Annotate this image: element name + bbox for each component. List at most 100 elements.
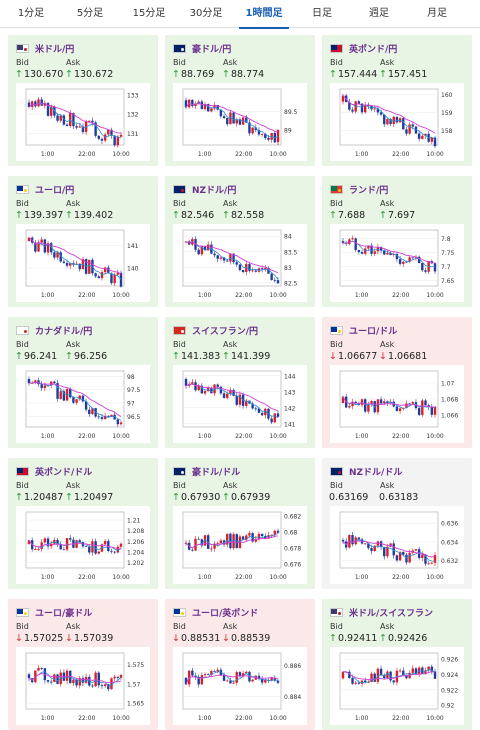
candlestick-chart[interactable]: 144 143 142 141 1:00 22:00 10:00 xyxy=(173,365,307,443)
currency-card[interactable]: NZドル/円 Bid Ask ↑82.546 ↑82.558 84 83.5 83 82.5 1:… xyxy=(165,176,315,307)
candlestick-chart[interactable]: 0.886 0.884 1:00 22:00 10:00 xyxy=(173,647,307,725)
arrow-down-icon: ↓ xyxy=(379,351,387,362)
pair-name[interactable]: ユーロ/円 xyxy=(35,185,75,196)
y-tick-label: 159 xyxy=(441,110,453,117)
candle-body xyxy=(248,533,251,536)
candle-body xyxy=(226,533,229,545)
tab-7[interactable]: 週足 xyxy=(369,8,389,19)
candlestick-chart[interactable]: 160 159 158 1:00 22:00 10:00 xyxy=(330,83,464,161)
candle-body xyxy=(433,406,437,415)
candlestick-chart[interactable]: 141 140 1:00 22:00 10:00 xyxy=(16,224,150,302)
pair-name[interactable]: カナダドル/円 xyxy=(35,326,93,337)
bid-label: Bid xyxy=(330,199,343,208)
bid-price: 7.688 xyxy=(337,210,366,221)
currency-card[interactable]: 米ドル/円 Bid Ask ↑130.670 ↑130.672 133 132 131 1:00… xyxy=(8,35,158,166)
candle-body xyxy=(78,540,81,542)
tab-3[interactable]: 15分足 xyxy=(132,8,166,19)
candle-body xyxy=(395,253,399,260)
pair-name[interactable]: 豪ドル/円 xyxy=(192,44,232,55)
candle-body xyxy=(424,670,427,674)
candle-body xyxy=(200,246,204,255)
long-ma-line xyxy=(342,671,436,681)
pair-name[interactable]: 米ドル/円 xyxy=(35,44,75,55)
pair-name[interactable]: ランド/円 xyxy=(349,185,389,196)
arrow-up-icon: ↑ xyxy=(15,210,23,221)
y-tick-label: 0.632 xyxy=(441,558,458,565)
candle-body xyxy=(56,115,59,121)
card-header: 米ドル/円 xyxy=(16,42,75,55)
pair-name[interactable]: ユーロ/英ポンド xyxy=(192,608,259,619)
pair-name[interactable]: 米ドル/スイスフラン xyxy=(349,608,434,619)
arrow-up-icon: ↑ xyxy=(379,633,387,644)
arrow-up-icon: ↑ xyxy=(329,69,337,80)
candle-body xyxy=(257,533,261,539)
candle-body xyxy=(226,393,229,398)
currency-card[interactable]: 米ドル/スイスフラン Bid Ask ↑0.92411 ↑0.92426 0.926 0.9… xyxy=(322,599,472,730)
tab-6[interactable]: 日足 xyxy=(312,8,332,19)
candle-body xyxy=(69,538,72,540)
tab-4[interactable]: 30分足 xyxy=(189,8,223,19)
candle-body xyxy=(379,247,383,251)
candlestick-chart[interactable]: 84 83.5 83 82.5 1:00 22:00 10:00 xyxy=(173,224,307,302)
pair-name[interactable]: NZドル/円 xyxy=(192,185,237,196)
candlestick-chart[interactable]: 89.5 89 1:00 22:00 10:00 xyxy=(173,83,307,161)
pair-name[interactable]: 英ポンド/円 xyxy=(349,44,398,55)
pair-name[interactable]: ユーロ/ドル xyxy=(349,326,398,337)
bid-value: ↓0.88531 xyxy=(172,633,220,644)
tab-1[interactable]: 1分足 xyxy=(17,8,45,19)
y-tick-label: 0.922 xyxy=(441,687,458,694)
candle-body xyxy=(260,134,264,135)
candlestick-chart[interactable]: 1.575 1.57 1.565 1:00 22:00 10:00 xyxy=(16,647,150,725)
pair-name[interactable]: NZドル/ドル xyxy=(349,467,403,478)
candlestick-chart[interactable]: 0.636 0.634 0.632 1:00 22:00 10:00 xyxy=(330,506,464,584)
candle-body xyxy=(40,99,43,106)
currency-card[interactable]: 英ポンド/ドル Bid Ask ↑1.20487 ↑1.20497 1.21 1.208 1.… xyxy=(8,458,158,589)
pair-name[interactable]: 英ポンド/ドル xyxy=(35,467,93,478)
x-tick-label: 1:00 xyxy=(198,715,212,722)
currency-card[interactable]: 豪ドル/円 Bid Ask ↑88.769 ↑88.774 89.5 89 1:00 22:00… xyxy=(165,35,315,166)
candlestick-chart[interactable]: 0.682 0.68 0.678 0.676 1:00 22:00 10:00 xyxy=(173,506,307,584)
currency-card[interactable]: カナダドル/円 Bid Ask ↑96.241 ↑96.256 98 97.5 97 96.5 1… xyxy=(8,317,158,448)
candle-body xyxy=(411,257,414,259)
tab-8[interactable]: 月足 xyxy=(427,8,447,19)
candlestick-chart[interactable]: 98 97.5 97 96.5 1:00 22:00 10:00 xyxy=(16,365,150,443)
y-tick-label: 1.068 xyxy=(441,397,458,404)
candlestick-chart[interactable]: 7.8 7.75 7.7 7.65 1:00 22:00 10:00 xyxy=(330,224,464,302)
au-flag-icon xyxy=(173,466,186,476)
chart-svg: 133 132 131 1:00 22:00 10:00 xyxy=(25,88,139,158)
candlestick-chart[interactable]: 1.07 1.068 1.066 1:00 22:00 10:00 xyxy=(330,365,464,443)
candle-body xyxy=(34,549,37,550)
pair-name[interactable]: ユーロ/豪ドル xyxy=(35,608,93,619)
currency-card[interactable]: NZドル/ドルBidAsk↑0.63169↑0.631830.6360.6340… xyxy=(322,458,472,589)
tab-2[interactable]: 5分足 xyxy=(76,8,104,19)
pair-name[interactable]: 豪ドル/ドル xyxy=(192,467,241,478)
arrow-up-icon: ↑ xyxy=(379,69,387,80)
candle-body xyxy=(402,551,405,555)
currency-card[interactable]: 豪ドル/ドル Bid Ask ↑0.67930 ↑0.67939 0.682 0.68 0.6… xyxy=(165,458,315,589)
tab-5[interactable]: 1時間足 xyxy=(235,0,293,29)
ask-value: ↑0.67939 xyxy=(222,492,270,503)
candlestick-chart[interactable]: 1.21 1.208 1.206 1.204 1.202 1:00 22:00 10:00 xyxy=(16,506,150,584)
candlestick-chart[interactable]: 0.926 0.924 0.922 0.92 1:00 22:00 10:00 xyxy=(330,647,464,725)
candlestick-chart[interactable]: 133 132 131 1:00 22:00 10:00 xyxy=(16,83,150,161)
x-tick-label: 22:00 xyxy=(78,151,95,158)
currency-card[interactable]: ユーロ/豪ドル Bid Ask ↓1.57025 ↓1.57039 1.575 1.57 1.… xyxy=(8,599,158,730)
candle-body xyxy=(226,680,229,682)
candle-body xyxy=(379,668,383,675)
currency-card[interactable]: ユーロ/円 Bid Ask ↑139.397 ↑139.402 141 140 1:00 22:… xyxy=(8,176,158,307)
currency-card[interactable]: ランド/円 Bid Ask ↑7.688 ↑7.697 7.8 7.75 7.7 7.65 1:0… xyxy=(322,176,472,307)
pair-name[interactable]: スイスフラン/円 xyxy=(192,326,259,337)
y-tick-label: 141 xyxy=(284,421,296,428)
bid-price: 130.670 xyxy=(23,69,64,80)
ask-label: Ask xyxy=(223,340,238,349)
currency-card[interactable]: ユーロ/英ポンド Bid Ask ↓0.88531 ↓0.88539 0.886 0.884… xyxy=(165,599,315,730)
currency-card[interactable]: スイスフラン/円 Bid Ask ↑141.383 ↑141.399 144 143 142 1… xyxy=(165,317,315,448)
candle-body xyxy=(34,380,37,384)
ask-value: ↑1.20497 xyxy=(65,492,113,503)
currency-card[interactable]: ユーロ/ドル Bid Ask ↓1.06677 ↓1.06681 1.07 1.068 1.0… xyxy=(322,317,472,448)
candle-body xyxy=(430,562,434,564)
x-tick-label: 10:00 xyxy=(112,151,129,158)
candle-body xyxy=(411,668,414,673)
bid-value: ↓1.06677 xyxy=(329,351,377,362)
currency-card[interactable]: 英ポンド/円 Bid Ask ↑157.444 ↑157.451 160 159 158 1:0… xyxy=(322,35,472,166)
